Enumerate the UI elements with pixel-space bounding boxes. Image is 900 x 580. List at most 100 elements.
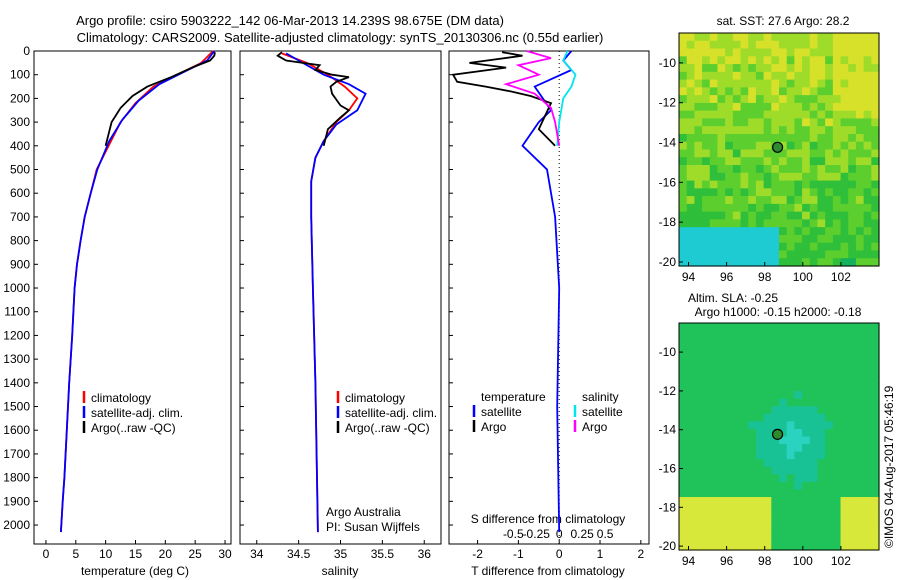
map-cell bbox=[717, 56, 726, 65]
map-cell bbox=[871, 534, 880, 544]
map-cell bbox=[740, 188, 749, 197]
map-cell bbox=[694, 79, 703, 88]
map-cell bbox=[786, 375, 795, 385]
map-cell bbox=[732, 250, 742, 259]
map-cell bbox=[855, 413, 865, 422]
map-cell bbox=[686, 360, 695, 369]
map-cell bbox=[809, 180, 819, 189]
map-cell bbox=[679, 466, 688, 475]
map-cell bbox=[709, 126, 719, 135]
map-cell bbox=[771, 519, 780, 528]
map-cell bbox=[740, 383, 749, 392]
map-cell bbox=[863, 102, 872, 112]
map-cell bbox=[848, 428, 857, 438]
map-cell bbox=[871, 219, 880, 228]
map-cell bbox=[763, 497, 772, 506]
institution-label: Argo Australia bbox=[326, 505, 401, 519]
map-cell bbox=[748, 118, 757, 127]
map-cell bbox=[709, 330, 719, 339]
map-cell bbox=[855, 406, 865, 415]
map-cell bbox=[848, 110, 857, 120]
map-cell bbox=[779, 383, 788, 392]
map-cell bbox=[794, 436, 803, 445]
map-cell bbox=[794, 383, 803, 392]
map-cell bbox=[848, 56, 857, 65]
map-cell bbox=[794, 157, 803, 166]
map-cell bbox=[794, 102, 803, 112]
x2-tick-label: 0.25 bbox=[570, 527, 594, 541]
map-cell bbox=[725, 451, 734, 460]
map-cell bbox=[755, 141, 765, 151]
map-cell bbox=[725, 242, 734, 252]
map-cell bbox=[686, 474, 695, 483]
map-cell bbox=[871, 258, 880, 267]
map-cell bbox=[694, 330, 703, 339]
y-tick-label: 700 bbox=[10, 210, 30, 224]
map-cell bbox=[755, 110, 765, 120]
map-cell bbox=[732, 353, 742, 362]
map-cell bbox=[825, 48, 834, 57]
map-cell bbox=[817, 504, 826, 513]
map-cell bbox=[732, 149, 742, 158]
map-cell bbox=[679, 196, 688, 205]
map-cell bbox=[679, 33, 688, 42]
map-cell bbox=[732, 360, 742, 369]
map-cell bbox=[848, 141, 857, 151]
map-cell bbox=[771, 406, 780, 415]
map-cell bbox=[779, 428, 788, 438]
map-cell bbox=[725, 110, 734, 120]
map-x-tick-label: 96 bbox=[720, 270, 734, 284]
map-cell bbox=[863, 64, 872, 73]
map-cell bbox=[755, 459, 765, 468]
map-cell bbox=[717, 459, 726, 468]
map-cell bbox=[709, 345, 719, 354]
map-cell bbox=[763, 383, 772, 392]
map-cell bbox=[794, 368, 803, 377]
map-cell bbox=[848, 227, 857, 236]
map-cell bbox=[817, 519, 826, 528]
map-cell bbox=[809, 353, 819, 362]
map-cell bbox=[825, 242, 834, 252]
series-line-s-argo bbox=[503, 50, 561, 146]
map-cell bbox=[763, 504, 772, 513]
map-cell bbox=[755, 219, 765, 228]
map-cell bbox=[725, 360, 734, 369]
map-cell bbox=[694, 118, 703, 127]
map-cell bbox=[863, 534, 872, 544]
map-cell bbox=[863, 338, 872, 347]
sla-map: 94 96 98 100 102-10-12-14-16-18-20 bbox=[659, 322, 880, 568]
map-cell bbox=[686, 110, 695, 120]
map-cell bbox=[694, 368, 703, 377]
map-cell bbox=[748, 474, 757, 483]
map-cell bbox=[848, 40, 857, 50]
map-cell bbox=[855, 504, 865, 513]
map-cell bbox=[848, 242, 857, 252]
series-line-satellite-adj-clim- bbox=[285, 52, 367, 533]
map-cell bbox=[809, 323, 819, 332]
map-cell bbox=[809, 87, 819, 96]
map-cell bbox=[763, 33, 772, 42]
map-cell bbox=[809, 157, 819, 166]
map-cell bbox=[863, 345, 872, 354]
map-cell bbox=[779, 141, 788, 151]
map-cell bbox=[686, 258, 695, 267]
map-cell bbox=[863, 375, 872, 385]
map-cell bbox=[694, 141, 703, 151]
map-cell bbox=[717, 527, 726, 536]
map-cell bbox=[779, 519, 788, 528]
map-cell bbox=[771, 398, 780, 407]
map-cell bbox=[832, 141, 842, 151]
map-cell bbox=[871, 133, 880, 143]
map-cell bbox=[702, 234, 711, 244]
map-cell bbox=[694, 110, 703, 120]
map-cell bbox=[679, 188, 688, 197]
map-cell bbox=[748, 203, 757, 213]
map-cell bbox=[871, 79, 880, 88]
map-cell bbox=[786, 338, 795, 347]
map-cell bbox=[871, 466, 880, 475]
map-cell bbox=[679, 413, 688, 422]
map-cell bbox=[694, 87, 703, 96]
map-cell bbox=[748, 79, 757, 88]
map-cell bbox=[786, 172, 795, 182]
map-cell bbox=[702, 383, 711, 392]
